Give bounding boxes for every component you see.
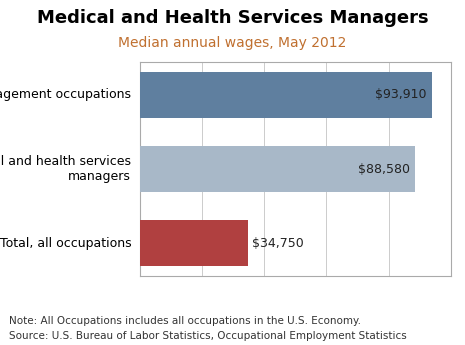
Bar [140, 72, 432, 118]
Text: $93,910: $93,910 [375, 88, 426, 101]
Text: Source: U.S. Bureau of Labor Statistics, Occupational Employment Statistics: Source: U.S. Bureau of Labor Statistics,… [9, 331, 407, 341]
Bar [140, 146, 415, 192]
Bar [140, 220, 248, 266]
Text: Median annual wages, May 2012: Median annual wages, May 2012 [118, 36, 347, 50]
Text: $34,750: $34,750 [252, 237, 304, 250]
Text: Note: All Occupations includes all occupations in the U.S. Economy.: Note: All Occupations includes all occup… [9, 316, 361, 326]
Text: Medical and Health Services Managers: Medical and Health Services Managers [37, 9, 428, 27]
Text: $88,580: $88,580 [358, 162, 410, 176]
